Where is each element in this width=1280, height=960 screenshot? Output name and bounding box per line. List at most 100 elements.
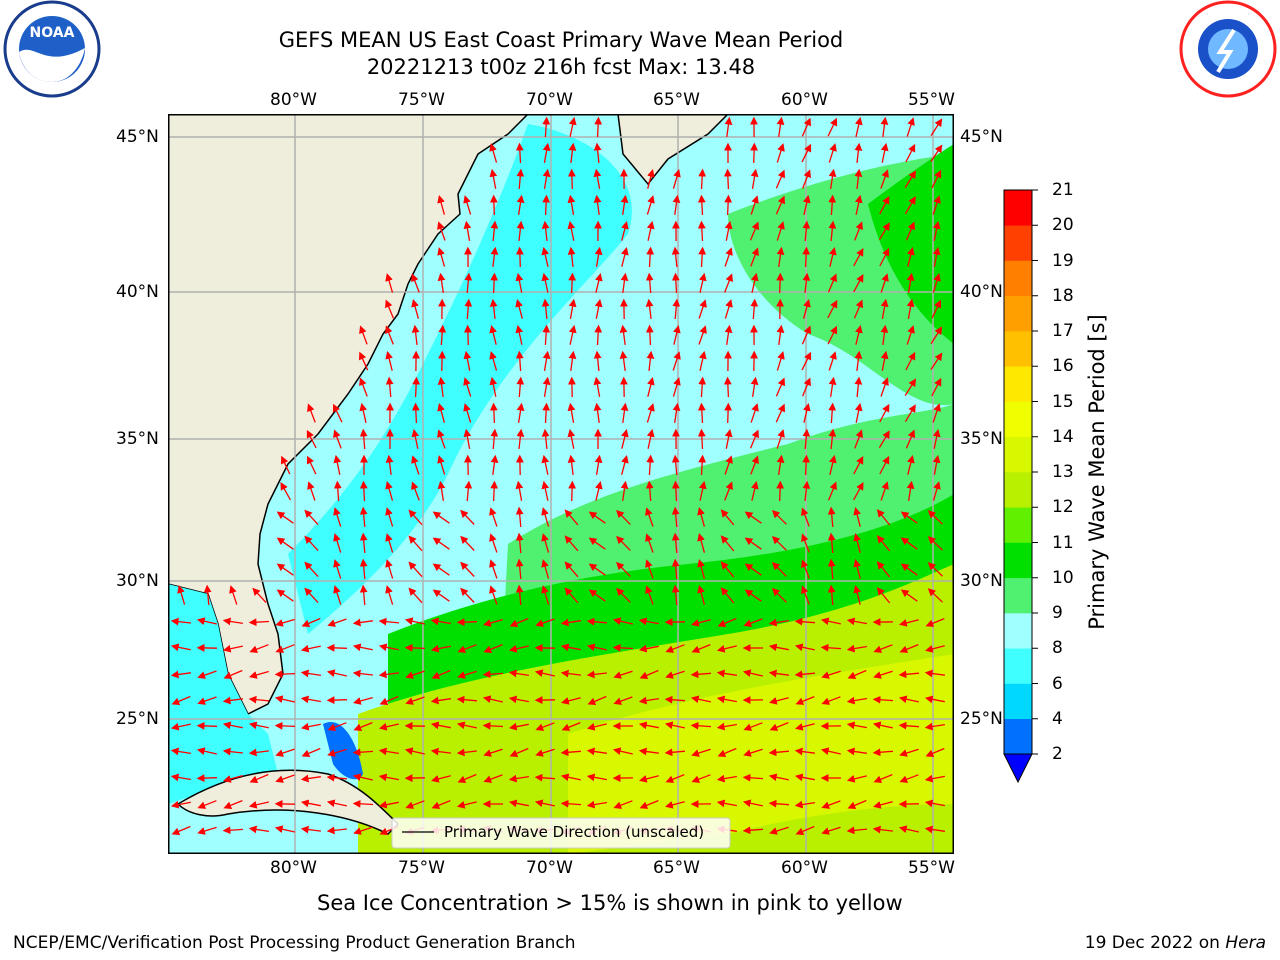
wave-direction-arrow <box>698 376 707 398</box>
wave-direction-arrow <box>385 507 394 527</box>
wave-direction-arrow <box>352 748 374 757</box>
wave-direction-arrow <box>621 221 629 241</box>
wave-direction-arrow <box>541 272 550 293</box>
wave-direction-arrow <box>771 536 787 551</box>
wave-direction-arrow <box>768 773 789 782</box>
wave-direction-arrow <box>516 220 525 241</box>
wave-direction-arrow <box>586 643 607 652</box>
wave-direction-arrow <box>326 669 347 678</box>
wave-direction-arrow <box>716 774 738 783</box>
wave-direction-arrow <box>171 695 191 705</box>
wave-direction-arrow <box>222 747 243 756</box>
wave-direction-arrow <box>385 559 394 579</box>
wave-direction-arrow <box>437 195 446 215</box>
wave-direction-arrow <box>646 428 655 449</box>
wave-direction-arrow <box>698 299 707 319</box>
wave-direction-arrow <box>248 800 269 809</box>
wave-direction-arrow <box>880 169 889 189</box>
wave-direction-arrow <box>742 799 763 808</box>
wave-direction-arrow <box>907 455 915 475</box>
wave-direction-arrow <box>595 481 603 501</box>
wave-direction-arrow <box>671 272 680 294</box>
wave-direction-arrow <box>906 298 915 320</box>
wave-direction-arrow <box>698 480 707 501</box>
wave-direction-arrow <box>378 617 400 626</box>
wave-direction-arrow <box>460 509 475 525</box>
wave-direction-arrow <box>515 299 523 319</box>
wave-direction-arrow <box>794 643 815 652</box>
wave-direction-arrow <box>664 721 685 730</box>
wave-direction-arrow <box>879 455 890 475</box>
wave-direction-arrow <box>854 168 863 189</box>
wave-direction-arrow <box>482 670 504 679</box>
wave-direction-arrow <box>751 481 759 501</box>
colorbar-segment <box>1004 613 1032 649</box>
wave-direction-arrow <box>508 695 530 704</box>
wave-direction-arrow <box>847 669 867 679</box>
wave-period-map: Primary Wave Direction (unscaled) <box>168 114 954 854</box>
wave-direction-arrow <box>489 559 498 579</box>
lon-label-bottom-80w: 80°W <box>270 858 317 878</box>
lon-label-top-70w: 70°W <box>526 90 573 110</box>
wave-direction-arrow <box>930 326 943 344</box>
wave-direction-arrow <box>878 430 890 449</box>
wave-direction-arrow <box>170 800 191 809</box>
svg-text:NOAA: NOAA <box>30 25 75 41</box>
colorbar-tick-label: 6 <box>1052 673 1063 694</box>
wave-direction-arrow <box>430 747 451 756</box>
wave-direction-arrow <box>276 589 294 602</box>
wave-direction-arrow <box>821 696 841 705</box>
wave-direction-arrow <box>509 747 529 757</box>
wave-direction-arrow <box>203 584 212 606</box>
wave-direction-arrow <box>568 480 577 502</box>
wave-direction-arrow <box>876 535 891 552</box>
wave-direction-arrow <box>925 617 945 627</box>
wave-direction-arrow <box>776 272 785 294</box>
wave-direction-arrow <box>588 511 606 524</box>
wave-direction-arrow <box>924 825 945 834</box>
wave-direction-arrow <box>876 561 891 578</box>
wave-direction-arrow <box>925 747 945 757</box>
wave-direction-arrow <box>820 643 842 652</box>
wave-direction-arrow <box>854 142 863 163</box>
wave-direction-arrow <box>385 325 394 345</box>
wave-direction-arrow <box>408 587 423 604</box>
wave-direction-arrow <box>880 142 889 163</box>
wave-direction-arrow <box>307 403 316 423</box>
wave-direction-arrow <box>483 643 503 653</box>
wave-direction-arrow <box>333 507 342 527</box>
wave-direction-arrow <box>405 696 425 705</box>
wave-direction-arrow <box>248 695 270 704</box>
wave-direction-arrow <box>359 377 368 397</box>
wave-direction-arrow <box>352 773 373 782</box>
wave-direction-arrow <box>724 247 733 267</box>
wave-direction-arrow <box>300 644 321 653</box>
wave-direction-arrow <box>801 117 811 137</box>
wave-direction-arrow <box>275 774 295 783</box>
wave-direction-arrow <box>671 558 680 580</box>
colorbar-tick-label: 9 <box>1052 603 1063 623</box>
wave-direction-arrow <box>483 618 503 627</box>
wave-direction-arrow <box>645 480 654 502</box>
wave-direction-arrow <box>593 194 602 215</box>
wave-direction-arrow <box>716 669 737 678</box>
wave-direction-arrow <box>672 169 681 189</box>
wave-direction-arrow <box>327 748 347 757</box>
wave-direction-arrow <box>724 481 733 501</box>
wave-direction-arrow <box>671 480 680 502</box>
colorbar-tick-label: 21 <box>1052 180 1074 200</box>
wave-direction-arrow <box>724 455 733 475</box>
wave-direction-arrow <box>248 825 270 834</box>
noaa-logo: NOAA <box>3 0 101 98</box>
wave-direction-arrow <box>300 799 321 808</box>
wave-direction-arrow <box>564 587 579 604</box>
wave-direction-arrow <box>671 532 680 554</box>
wave-direction-arrow <box>795 723 815 731</box>
wave-direction-arrow <box>276 511 294 524</box>
wave-direction-arrow <box>560 773 581 782</box>
wave-direction-arrow <box>802 194 811 215</box>
wave-direction-arrow <box>508 669 530 678</box>
lon-label-bottom-75w: 75°W <box>398 858 445 878</box>
wave-direction-arrow <box>776 221 785 241</box>
wave-direction-arrow <box>275 644 295 653</box>
